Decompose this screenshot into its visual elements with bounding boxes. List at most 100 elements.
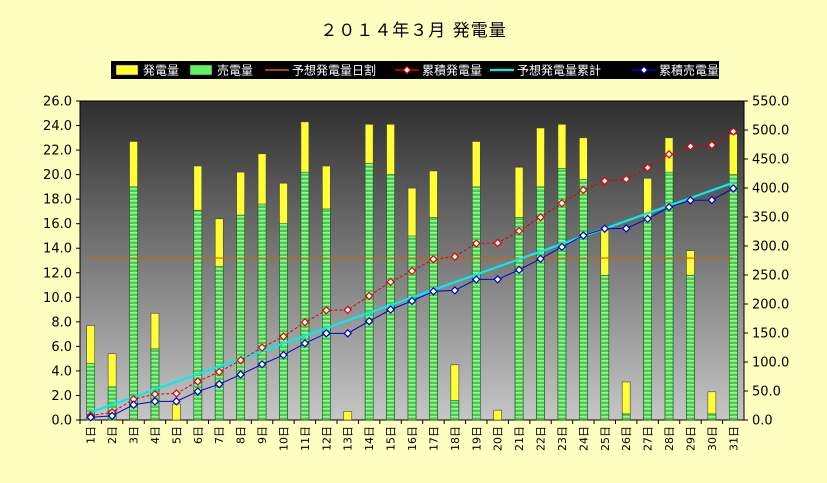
legend-label: 予想発電量日割 [292, 63, 376, 78]
y-right-tick-label: 200.0 [752, 298, 789, 313]
x-tick-label: 29日 [684, 426, 697, 451]
x-tick-label: 12日 [320, 426, 333, 451]
x-tick-label: 7日 [213, 426, 226, 444]
point-cumulative-sold [150, 397, 160, 406]
bar-sold [728, 174, 738, 421]
y-left-tick-label: 4.0 [51, 364, 72, 379]
bar-sold [471, 186, 481, 421]
point-cumulative-sold [257, 359, 267, 369]
bar-sold [386, 174, 395, 421]
legend-swatch [115, 64, 139, 76]
point-cumulative-sold [557, 242, 567, 252]
point-cumulative-generation [664, 150, 674, 159]
point-cumulative-generation [643, 163, 652, 173]
x-tick-label: 28日 [663, 426, 676, 451]
x-tick-label: 31日 [727, 426, 740, 451]
point-cumulative-generation [343, 305, 353, 315]
bar-generation [172, 403, 181, 421]
x-tick-label: 2日 [106, 426, 119, 444]
y-right-tick-label: 150.0 [752, 327, 789, 342]
y-left-tick-label: 0.0 [51, 414, 72, 429]
x-tick-label: 8日 [235, 426, 248, 444]
y-left-tick-label: 22.0 [43, 144, 72, 159]
point-cumulative-generation [493, 238, 503, 248]
point-cumulative-generation [279, 332, 288, 341]
bar-sold [600, 274, 610, 421]
x-tick-label: 22日 [535, 426, 548, 451]
x-tick-label: 4日 [149, 426, 162, 444]
point-cumulative-generation [407, 266, 417, 276]
y-left-tick-label: 12.0 [43, 266, 72, 281]
x-tick-label: 1日 [85, 426, 98, 444]
bar-sold [150, 348, 160, 421]
point-cumulative-sold [343, 328, 353, 338]
legend-label: 累積発電量 [422, 63, 482, 78]
x-tick-label: 11日 [299, 426, 312, 451]
legend-label: 累積売電量 [659, 63, 719, 78]
point-cumulative-sold [321, 328, 331, 338]
x-tick-label: 6日 [192, 426, 205, 444]
y-right-tick-label: 50.0 [752, 385, 781, 400]
point-cumulative-sold [107, 411, 117, 421]
y-right-tick-label: 450.0 [752, 153, 789, 168]
point-cumulative-generation [429, 254, 438, 264]
point-cumulative-sold [129, 400, 138, 410]
point-cumulative-sold [236, 370, 245, 379]
y-left-tick-label: 18.0 [43, 193, 72, 208]
point-cumulative-sold [707, 195, 717, 205]
point-cumulative-sold [300, 338, 310, 348]
point-cumulative-sold [686, 196, 695, 205]
bar-sold [686, 274, 695, 421]
legend-swatch [189, 64, 213, 76]
point-cumulative-generation [707, 140, 717, 150]
chart-title: ２０１４年３月 発電量 [320, 21, 507, 41]
point-cumulative-sold [471, 275, 481, 284]
bar-sold [236, 214, 245, 421]
x-tick-label: 13日 [342, 426, 355, 451]
point-cumulative-generation [300, 317, 310, 327]
point-cumulative-generation [172, 389, 181, 398]
point-cumulative-sold [172, 397, 181, 406]
y-right-tick-label: 400.0 [752, 182, 789, 197]
y-right-tick-label: 100.0 [752, 356, 789, 371]
point-cumulative-sold [214, 379, 224, 389]
y-left-tick-label: 20.0 [43, 168, 72, 183]
bar-sold [279, 223, 288, 421]
y-left-tick-label: 26.0 [43, 95, 72, 110]
point-cumulative-generation [257, 343, 267, 352]
point-cumulative-sold [450, 286, 460, 295]
bar-sold [707, 413, 717, 421]
point-cumulative-generation [386, 277, 395, 287]
x-tick-label: 30日 [706, 426, 719, 451]
x-tick-label: 16日 [406, 426, 419, 451]
x-tick-label: 27日 [642, 426, 655, 451]
bar-sold [664, 171, 674, 421]
bar-sold [621, 413, 631, 421]
bar-sold [579, 179, 588, 421]
bar-sold [557, 168, 567, 421]
point-cumulative-generation [364, 291, 374, 301]
legend-label: 予想発電量累計 [517, 63, 601, 78]
bar-sold [407, 235, 417, 421]
bar-generation [493, 409, 502, 421]
bar-sold [300, 171, 310, 421]
y-left-tick-label: 14.0 [43, 242, 72, 257]
x-tick-label: 24日 [577, 426, 590, 451]
y-right-tick-label: 300.0 [752, 240, 789, 255]
x-tick-label: 10日 [277, 426, 290, 451]
point-cumulative-generation [514, 226, 524, 236]
bar-sold [536, 186, 545, 421]
point-cumulative-sold [193, 387, 203, 396]
point-cumulative-sold [514, 265, 524, 275]
bar-generation [343, 411, 353, 421]
y-right-tick-label: 550.0 [752, 95, 789, 110]
y-left-tick-label: 8.0 [51, 315, 72, 330]
x-tick-label: 5日 [170, 426, 183, 444]
point-cumulative-generation [557, 198, 567, 208]
x-tick-label: 25日 [599, 426, 612, 451]
point-cumulative-sold [600, 224, 610, 234]
point-cumulative-sold [407, 296, 417, 306]
point-cumulative-generation [536, 212, 545, 222]
y-left-tick-label: 6.0 [51, 340, 72, 355]
point-cumulative-sold [364, 316, 374, 326]
